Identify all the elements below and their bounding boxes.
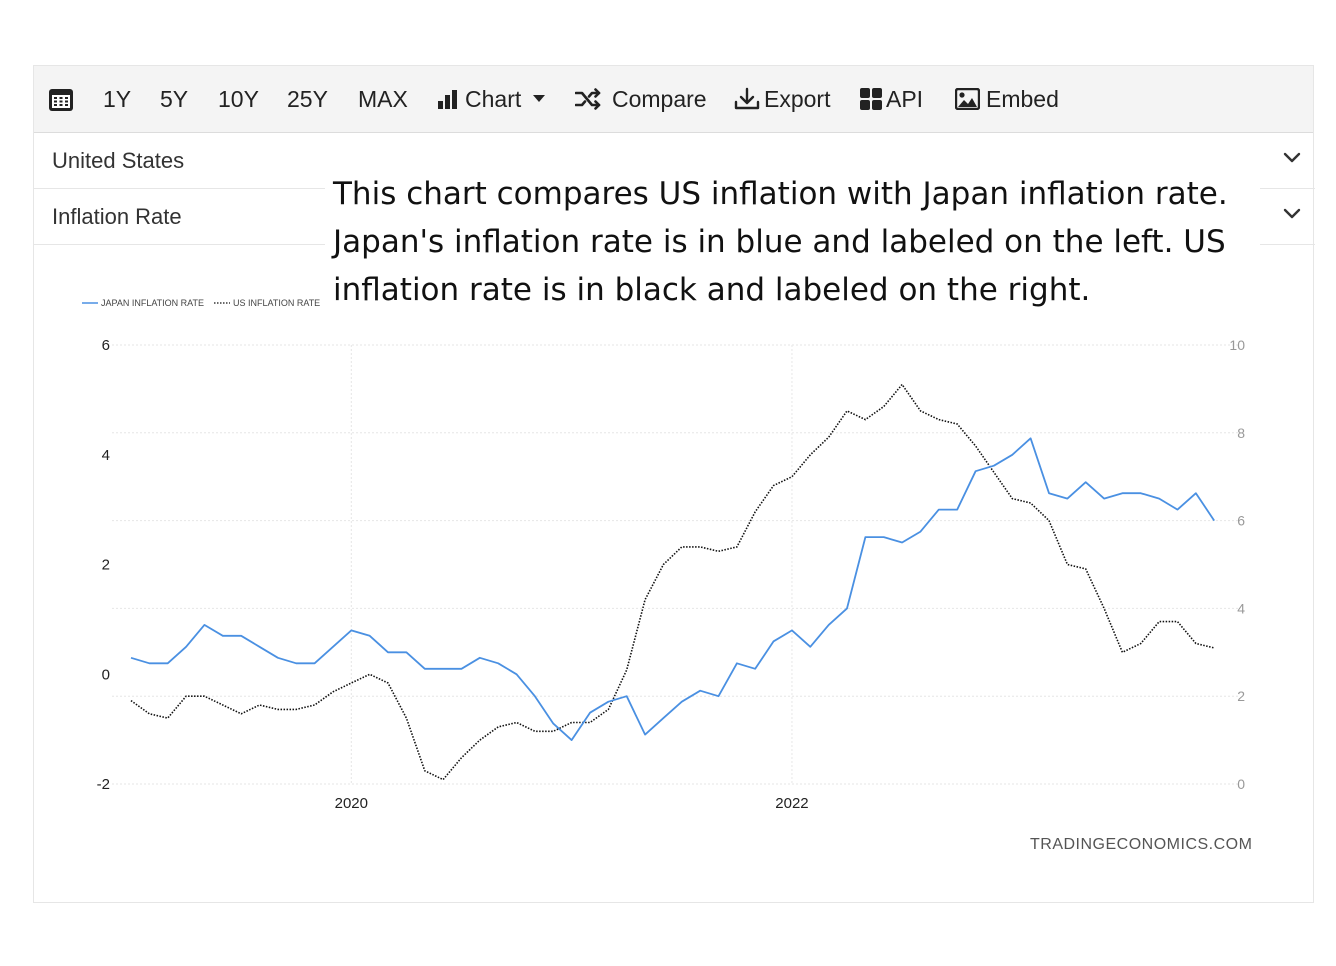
right-tick-label: 4 [1237, 600, 1245, 616]
export-button[interactable]: Export [734, 66, 830, 132]
download-icon [734, 87, 760, 111]
chevron-down-icon[interactable] [1283, 151, 1301, 169]
right-tick-label: 6 [1237, 513, 1245, 529]
compare-label: Compare [612, 85, 707, 112]
chart-type-button[interactable]: Chart [437, 66, 546, 132]
left-tick-label: 0 [102, 666, 110, 683]
right-tick-label: 10 [1229, 337, 1245, 353]
image-icon [955, 88, 980, 110]
range-25y-button[interactable]: 25Y [287, 85, 328, 112]
x-tick-label: 2020 [335, 795, 368, 812]
legend-us-label: US INFLATION RATE [233, 298, 321, 308]
range-5y-button[interactable]: 5Y [160, 85, 189, 112]
right-tick-label: 2 [1237, 688, 1245, 704]
legend-japan-label: JAPAN INFLATION RATE [101, 298, 205, 308]
annotation-text: This chart compares US inflation with Ja… [325, 166, 1260, 318]
embed-label: Embed [986, 85, 1059, 112]
right-tick-label: 0 [1237, 776, 1245, 792]
left-tick-label: -2 [97, 776, 110, 793]
us-inflation-line [130, 383, 1215, 781]
left-tick-label: 6 [102, 337, 110, 354]
api-button[interactable]: API [860, 66, 923, 132]
indicator-label: Inflation Rate [52, 204, 182, 229]
left-tick-label: 4 [102, 447, 110, 464]
calendar-icon[interactable] [48, 66, 74, 132]
right-tick-label: 8 [1237, 425, 1245, 441]
legend-japan-swatch [82, 302, 98, 304]
range-10y-button[interactable]: 10Y [218, 85, 259, 112]
legend-us-swatch [214, 302, 231, 304]
range-max-button[interactable]: MAX [358, 85, 408, 112]
chart-legend: JAPAN INFLATION RATE US INFLATION RATE [82, 298, 320, 308]
chevron-down-icon[interactable] [1283, 207, 1301, 225]
toolbar: 1Y 5Y 10Y 25Y MAX Chart Compare [34, 66, 1313, 133]
japan-inflation-line [130, 437, 1215, 741]
chart-type-label: Chart [465, 85, 522, 112]
range-1y-button[interactable]: 1Y [103, 85, 132, 112]
country-label: United States [52, 148, 185, 173]
caret-down-icon [533, 95, 546, 103]
api-label: API [886, 85, 924, 112]
shuffle-icon [575, 88, 602, 110]
compare-button[interactable]: Compare [575, 66, 707, 132]
source-credit: TRADINGECONOMICS.COM [1030, 836, 1253, 853]
export-label: Export [764, 85, 831, 112]
bar-chart-icon [437, 88, 459, 110]
grid-icon [860, 88, 882, 110]
embed-button[interactable]: Embed [955, 66, 1059, 132]
left-tick-label: 2 [102, 557, 110, 574]
x-tick-label: 2022 [775, 795, 808, 812]
